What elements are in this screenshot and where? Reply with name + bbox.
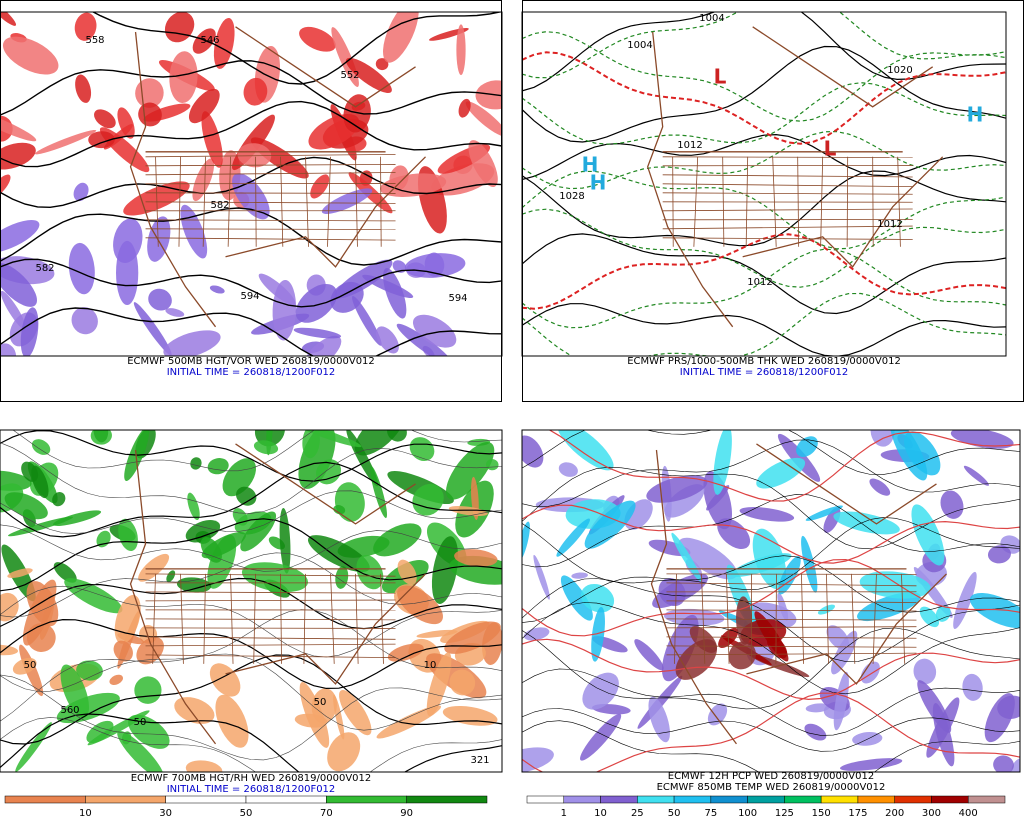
legend-swatch [326, 796, 406, 803]
caption: ECMWF 850MB TEMP WED 260819/0000V012 [657, 782, 886, 793]
state-border [666, 574, 916, 575]
legend-label: 150 [812, 808, 831, 819]
legend-swatch [601, 796, 638, 803]
shaded-field [456, 24, 465, 75]
legend-swatch [527, 796, 564, 803]
state-border [873, 157, 874, 247]
contour-label: 552 [340, 70, 359, 81]
map-panel [493, 414, 1024, 797]
contour-label: 1020 [887, 65, 912, 76]
caption: ECMWF 12H PCP WED 260819/0000V012 [668, 771, 874, 782]
legend-swatch [784, 796, 821, 803]
legend-swatch [821, 796, 858, 803]
caption: ECMWF PRS/1000-500MB THK WED 260819/0000… [627, 356, 901, 367]
legend-label: 50 [240, 808, 253, 819]
caption: INITIAL TIME = 260818/1200F012 [167, 784, 336, 795]
caption: ECMWF 700MB HGT/RH WED 260819/0000V012 [131, 773, 372, 784]
state-border [146, 628, 396, 629]
map-panel: 558 546 552 582 582 594 594 [0, 0, 518, 374]
caption: ECMWF 500MB HGT/VOR WED 260819/0000V012 [127, 356, 375, 367]
legend-swatch [166, 796, 246, 803]
legend-swatch [407, 796, 487, 803]
contour-label: 1028 [559, 191, 584, 202]
legend-label: 50 [668, 808, 681, 819]
contour-label: L [714, 65, 727, 89]
map-panel: 50 50 50 10 560 321 [0, 402, 520, 798]
contour-label: 321 [470, 755, 489, 766]
legend-label: 400 [959, 808, 978, 819]
legend-label: 200 [885, 808, 904, 819]
contour-label: 50 [314, 697, 327, 708]
legend-label: 1 [561, 808, 567, 819]
contour-label: H [590, 171, 607, 195]
contour-label: 558 [85, 35, 104, 46]
contour-label: 1012 [747, 277, 772, 288]
legend-swatch [931, 796, 968, 803]
contour-label: 594 [240, 291, 259, 302]
legend-label: 300 [922, 808, 941, 819]
contour-label: 50 [24, 660, 37, 671]
contour-label: 1004 [627, 40, 652, 51]
contour-label: 1004 [699, 13, 724, 24]
contour-label: 560 [60, 705, 79, 716]
legend-swatch [246, 796, 326, 803]
legend-label: 25 [631, 808, 644, 819]
legend-label: 70 [320, 808, 333, 819]
contour-label: 594 [448, 293, 467, 304]
contour-label: H [967, 103, 984, 127]
contour-label: 1012 [677, 140, 702, 151]
contour-label: 582 [35, 263, 54, 274]
legend-label: 30 [159, 808, 172, 819]
legend-swatch [895, 796, 932, 803]
legend-swatch [637, 796, 674, 803]
legend-swatch [564, 796, 601, 803]
legend-swatch [85, 796, 165, 803]
legend-label: 10 [79, 808, 92, 819]
legend-label: 10 [594, 808, 607, 819]
legend-label: 100 [738, 808, 757, 819]
legend-label: 175 [848, 808, 867, 819]
legend-label: 125 [775, 808, 794, 819]
contour-label: 546 [200, 35, 219, 46]
state-border [847, 157, 848, 247]
contour-label: L [824, 137, 837, 161]
legend-swatch [674, 796, 711, 803]
legend-swatch [968, 796, 1005, 803]
legend-label: 90 [400, 808, 413, 819]
contour-label: 582 [210, 200, 229, 211]
contour-label: 1012 [877, 219, 902, 230]
legend-swatch [858, 796, 895, 803]
legend-swatch [5, 796, 85, 803]
caption: INITIAL TIME = 260818/1200F012 [167, 367, 336, 378]
legend-swatch [711, 796, 748, 803]
contour-label: 10 [424, 660, 437, 671]
legend-label: 75 [704, 808, 717, 819]
caption: INITIAL TIME = 260818/1200F012 [680, 367, 849, 378]
contour-label: 50 [134, 717, 147, 728]
legend-swatch [748, 796, 785, 803]
